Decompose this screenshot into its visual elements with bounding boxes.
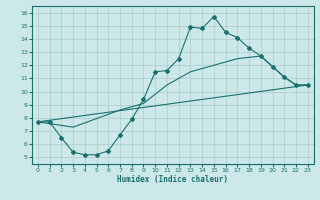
X-axis label: Humidex (Indice chaleur): Humidex (Indice chaleur) <box>117 175 228 184</box>
